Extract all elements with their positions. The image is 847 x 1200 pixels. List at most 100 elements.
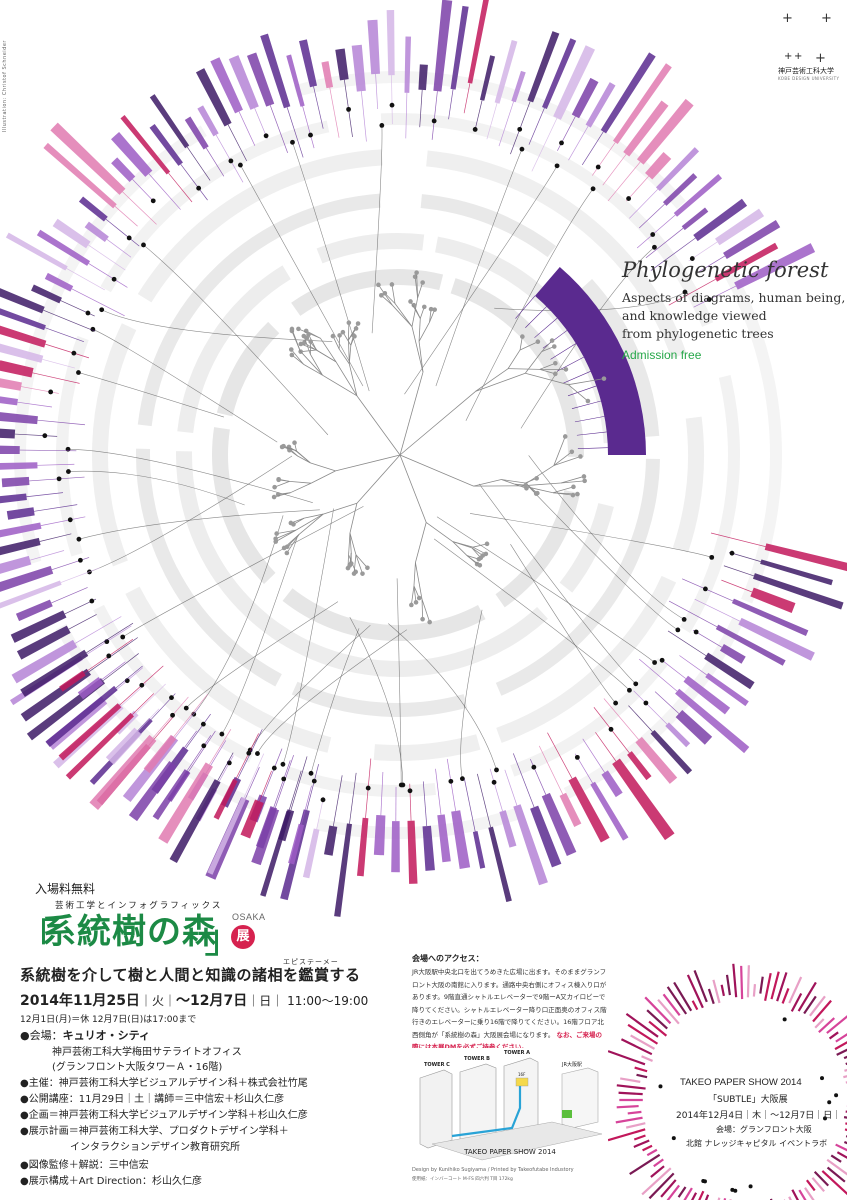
node-dot (706, 297, 712, 302)
tree-branch (418, 318, 421, 342)
leaf-bar (210, 57, 243, 114)
leaf-stem (106, 239, 132, 258)
leaf-bar (635, 736, 678, 784)
tree-branch (303, 364, 323, 376)
tree-tip (414, 270, 419, 275)
ring-segment (672, 416, 705, 553)
access-text: JR大阪駅中央北口を出てうめきた広場に出ます。そのままグランフロント大阪の南館に… (412, 968, 607, 1039)
tree-tip (288, 347, 294, 352)
corner-leaf (630, 1034, 656, 1050)
leaf-stem (316, 796, 324, 830)
tree-branch (275, 529, 297, 542)
corner-leaf (740, 965, 744, 1000)
tree-branch (541, 340, 553, 352)
leaf-stem (645, 227, 684, 259)
leaf-stem (538, 745, 564, 795)
leaf-bar (152, 769, 190, 821)
leaf-bar (58, 703, 122, 761)
node-dot (827, 1100, 832, 1105)
tree-tip (298, 341, 304, 347)
leaf-bar (65, 712, 134, 780)
tree-branch (338, 348, 350, 365)
node-dot (448, 778, 454, 784)
leaf-stem (26, 492, 64, 498)
leaf-bar (590, 781, 629, 841)
leaf-bar (623, 100, 669, 157)
corner-leaf (653, 1158, 664, 1168)
leaf-stem (71, 288, 125, 317)
tree-branch (560, 476, 585, 484)
tree-tip (575, 491, 580, 497)
corner-leaf (616, 1104, 639, 1109)
leaf-bar (149, 94, 190, 149)
design-credit: Design by Kunihiko Sugiyama / Printed by… (412, 1167, 574, 1173)
leaf-bar (357, 817, 369, 877)
tree-tip (432, 307, 437, 312)
image-supervision: ●図像監修＋解説：三中信宏 (20, 1160, 149, 1171)
corner-leaf (791, 1189, 800, 1200)
ring-segment (563, 617, 744, 799)
corner-leaf (625, 1122, 646, 1129)
headline-subtitle-line: and knowledge viewed (622, 308, 767, 323)
leaf-stem (306, 763, 319, 811)
leaf-stem (186, 146, 211, 181)
leaf-stem (474, 100, 483, 131)
tree-tip (427, 619, 432, 625)
tree-branch (525, 372, 569, 386)
leaf-stem (132, 179, 155, 203)
corner-leaf (660, 1179, 677, 1198)
corner-leaf (752, 984, 757, 997)
tree-branch (274, 481, 290, 488)
leaf-stem (568, 125, 589, 161)
tree-tip (570, 492, 576, 498)
registration-mark: + (815, 51, 826, 66)
branch-curve (92, 329, 278, 443)
leaf-bar (334, 823, 352, 917)
corner-leaf (790, 992, 803, 1012)
node-dot (67, 517, 73, 523)
leaf-bar (601, 770, 623, 798)
ring-segment (495, 490, 580, 608)
tree-branch (410, 585, 415, 606)
corner-leaf (650, 1165, 665, 1178)
tree-tip (292, 440, 297, 446)
leaf-stem (100, 661, 126, 681)
leaf-stem (531, 117, 558, 172)
branch-curve (310, 628, 360, 774)
node-dot (120, 634, 126, 640)
leaf-stem (74, 616, 122, 644)
leaf-bar (213, 778, 238, 820)
leaf-bar (207, 796, 247, 875)
leaf-bar (600, 52, 656, 134)
node-dot (748, 1184, 753, 1189)
leaf-stem (122, 191, 157, 225)
node-dot (71, 350, 77, 356)
tree-tip (289, 352, 295, 358)
tree-tip (416, 595, 422, 601)
tree-branch (507, 349, 521, 369)
arc-stem (562, 371, 591, 384)
node-dot (491, 779, 497, 785)
node-dot (554, 163, 560, 169)
leaf-stem (235, 733, 259, 781)
leaf-stem (137, 708, 160, 732)
tree-branch (291, 328, 301, 352)
arc-stem (542, 330, 568, 349)
tree-branch (289, 481, 312, 484)
leaf-stem (528, 107, 545, 145)
ring-segment (176, 451, 291, 645)
branch-curve (221, 537, 298, 735)
tree-tip (524, 485, 529, 491)
leaf-bar (693, 198, 748, 242)
corner-leaf (673, 981, 693, 1012)
tree-tip (553, 360, 558, 366)
corner-leaf (725, 974, 731, 996)
leaf-stem (693, 285, 737, 308)
leaf-bar (0, 412, 38, 425)
leaf-bar (50, 122, 126, 195)
tree-tip (421, 304, 427, 310)
tree-branch (355, 554, 363, 574)
leaf-stem (274, 755, 294, 810)
tree-branch (425, 522, 454, 542)
tree-tip (276, 476, 281, 482)
